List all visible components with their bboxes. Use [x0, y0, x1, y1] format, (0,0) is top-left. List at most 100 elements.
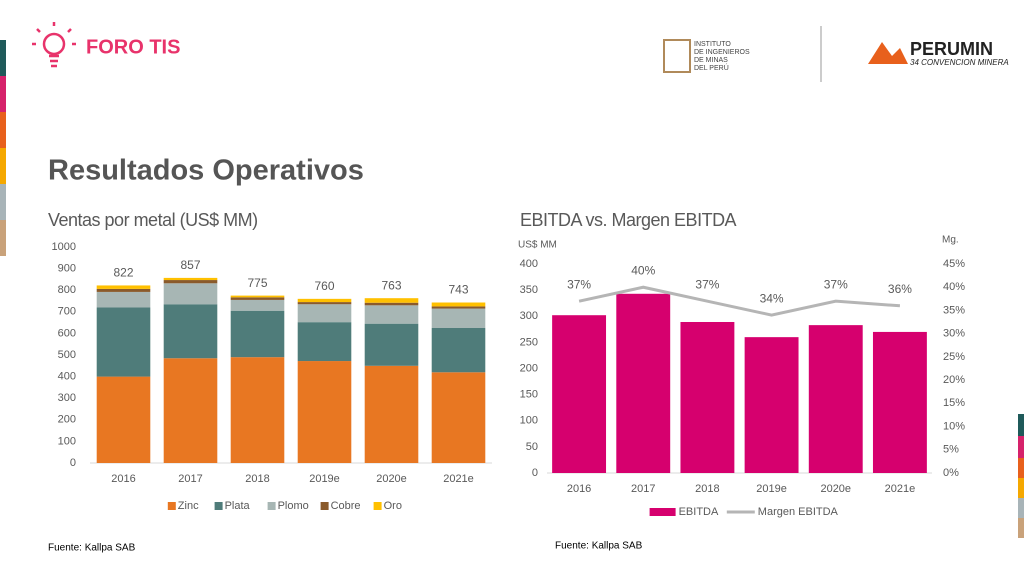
bar: [230, 310, 285, 358]
y-tick-label: 100: [58, 435, 76, 447]
y2-tick-label: 5%: [943, 444, 959, 456]
bar: [364, 302, 419, 306]
y-tick-label: 0: [532, 467, 538, 479]
y-tick-label: 350: [520, 284, 538, 296]
y-tick-label: 150: [520, 389, 538, 401]
legend-label: Plomo: [278, 500, 309, 512]
bulb-icon: [32, 22, 76, 68]
bar: [297, 302, 352, 305]
y-tick-label: 250: [520, 336, 538, 348]
y-tick-label: 200: [58, 414, 76, 426]
institute-name: DE INGENIEROS: [694, 49, 750, 56]
y2-tick-label: 10%: [943, 420, 965, 432]
data-label: 36%: [888, 282, 912, 296]
total-label: 763: [381, 278, 401, 292]
y-tick-label: 400: [520, 258, 538, 270]
bar: [230, 357, 285, 463]
bar: [96, 376, 151, 463]
x-tick-label: 2021e: [885, 483, 916, 495]
y-tick-label: 800: [58, 284, 76, 296]
data-label: 37%: [695, 277, 719, 291]
bar: [431, 372, 486, 463]
institute-logo: [663, 39, 691, 73]
legend-swatch: [267, 502, 276, 510]
bar: [297, 304, 352, 323]
y2-tick-label: 45%: [943, 258, 965, 270]
legend-label: Zinc: [178, 500, 199, 512]
y2-tick-label: 25%: [943, 351, 965, 363]
bar: [297, 361, 352, 463]
bar: [431, 308, 486, 328]
x-tick-label: 2019e: [756, 483, 787, 495]
legend-swatch: [373, 502, 382, 510]
legend-swatch: [320, 502, 329, 510]
y-tick-label: 100: [520, 415, 538, 427]
bar: [808, 325, 863, 473]
x-tick-label: 2017: [178, 473, 202, 485]
legend-swatch: [649, 508, 676, 516]
institute-name: INSTITUTO: [694, 41, 731, 48]
bar: [163, 277, 218, 281]
institute-name: DEL PERÚ: [694, 63, 729, 72]
y2-tick-label: 0%: [943, 467, 959, 479]
line: [578, 285, 901, 317]
x-tick-label: 2019e: [309, 473, 340, 485]
bar: [230, 297, 285, 300]
bar: [744, 337, 799, 473]
y-tick-label: 0: [70, 457, 76, 469]
total-label: 743: [448, 283, 468, 297]
y-tick-label: 400: [58, 371, 76, 383]
bar: [96, 285, 151, 289]
bar: [680, 321, 735, 473]
legend-label: Oro: [384, 500, 402, 512]
y-tick-label: 300: [520, 310, 538, 322]
bar: [431, 328, 486, 373]
y-tick-label: 300: [58, 392, 76, 404]
x-tick-label: 2016: [567, 483, 591, 495]
y-tick-label: 500: [58, 349, 76, 361]
institute-name: DE MINAS: [694, 57, 728, 64]
bar: [552, 315, 607, 473]
legend-swatch: [214, 502, 223, 510]
bar: [230, 295, 285, 298]
x-tick-label: 2020e: [376, 473, 407, 485]
x-tick-label: 2016: [111, 473, 135, 485]
y-tick-label: 700: [58, 306, 76, 318]
legend-label: Cobre: [331, 500, 361, 512]
y2-tick-label: 20%: [943, 374, 965, 386]
x-tick-label: 2021e: [443, 473, 474, 485]
y2-tick-label: 15%: [943, 397, 965, 409]
bar: [364, 305, 419, 324]
bar: [364, 298, 419, 303]
event-logo: [868, 42, 908, 64]
bar: [96, 288, 151, 292]
bar: [96, 291, 151, 308]
total-label: 857: [180, 258, 200, 272]
y2-tick-label: 35%: [943, 304, 965, 316]
bar: [872, 331, 927, 473]
bar: [163, 280, 218, 284]
bar: [163, 358, 218, 463]
x-tick-label: 2018: [695, 483, 719, 495]
y-tick-label: 900: [58, 263, 76, 275]
y-tick-label: 200: [520, 362, 538, 374]
x-tick-label: 2020e: [820, 483, 851, 495]
chart-title: Ventas por metal (US$ MM): [48, 210, 258, 230]
y-tick-label: 600: [58, 327, 76, 339]
x-tick-label: 2018: [245, 473, 269, 485]
y2-tick-label: 40%: [943, 281, 965, 293]
data-label: 37%: [824, 277, 848, 291]
bar: [297, 298, 352, 303]
bar: [364, 323, 419, 366]
data-label: 40%: [631, 263, 655, 277]
y2-axis-label: Mg.: [942, 235, 959, 246]
bar: [431, 302, 486, 307]
total-label: 775: [247, 276, 267, 290]
legend-label: EBITDA: [679, 506, 719, 518]
y2-tick-label: 30%: [943, 328, 965, 340]
chart-title: EBITDA vs. Margen EBITDA: [520, 210, 737, 230]
y-tick-label: 50: [526, 441, 538, 453]
bar: [96, 307, 151, 377]
source: Fuente: Kallpa SAB: [48, 543, 136, 554]
